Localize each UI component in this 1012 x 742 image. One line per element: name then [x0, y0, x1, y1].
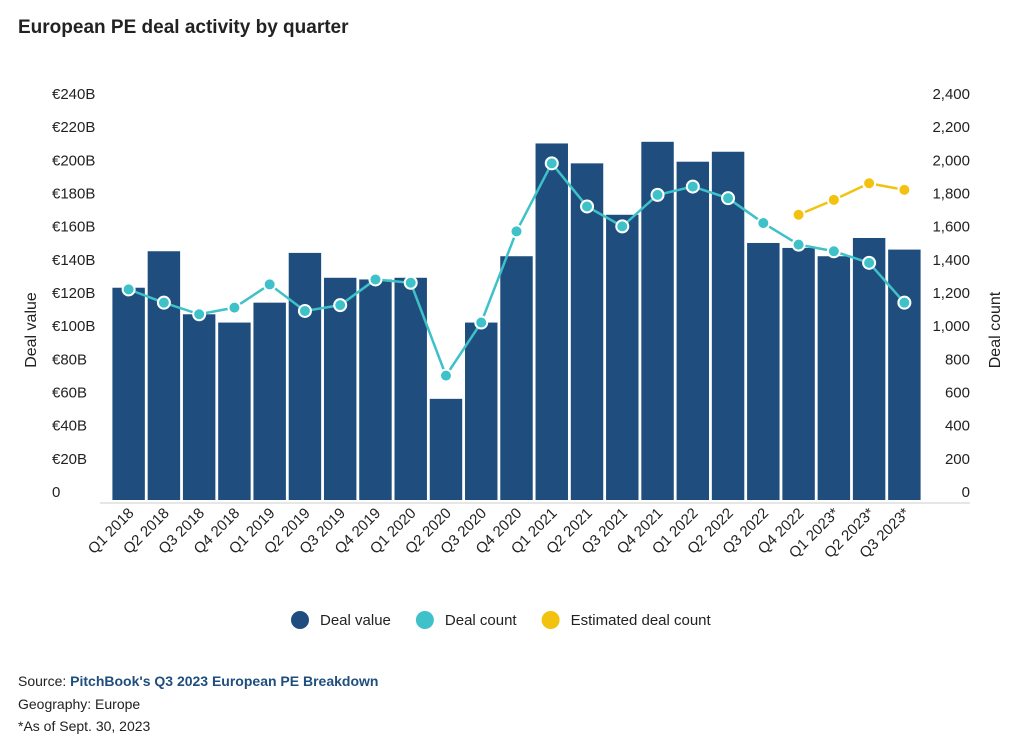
- point: [685, 179, 700, 194]
- point: [262, 277, 277, 292]
- source: Source: PitchBook's Q3 2023 European PE …: [18, 673, 378, 689]
- point: [403, 275, 418, 290]
- point: [791, 237, 806, 252]
- point: [474, 315, 489, 330]
- legend-swatch: [291, 611, 309, 629]
- y2-tick-label: 1,600: [932, 219, 970, 236]
- bar: [606, 214, 639, 500]
- point: [897, 295, 912, 310]
- point: [544, 156, 559, 171]
- point: [826, 192, 841, 207]
- y-tick-label: €240B: [52, 86, 95, 103]
- point: [791, 207, 806, 222]
- bar: [359, 279, 392, 500]
- bar: [112, 287, 145, 500]
- point: [368, 272, 383, 287]
- chart: European PE deal activity by quarter Dea…: [18, 17, 1004, 629]
- point: [192, 307, 207, 322]
- y-tick-label: €220B: [52, 119, 95, 136]
- bar: [429, 398, 463, 500]
- point: [156, 295, 171, 310]
- y-tick-label: €80B: [52, 351, 87, 368]
- bar: [852, 237, 886, 500]
- bar: [182, 314, 216, 500]
- y-tick-label: €20B: [52, 451, 87, 468]
- legend-label: Deal value: [320, 612, 391, 629]
- bar: [394, 277, 427, 500]
- y-axis-label: Deal value: [23, 292, 40, 368]
- y2-tick-label: 400: [945, 418, 970, 435]
- y-tick-label: €180B: [52, 186, 95, 203]
- point: [509, 224, 524, 239]
- y2-tick-label: 2,000: [932, 152, 970, 169]
- y-tick-label: €40B: [52, 418, 87, 435]
- bar: [711, 151, 745, 500]
- point: [615, 219, 630, 234]
- bar: [323, 277, 357, 500]
- point: [580, 199, 595, 214]
- bar: [817, 256, 851, 500]
- bar: [747, 242, 780, 501]
- legend-swatch: [415, 611, 434, 629]
- point: [333, 298, 348, 313]
- point: [227, 300, 242, 315]
- y2-tick-label: 2,400: [932, 86, 970, 103]
- bar: [253, 302, 286, 500]
- source-label: Source:: [18, 673, 67, 689]
- chart-title: European PE deal activity by quarter: [18, 17, 349, 38]
- point: [297, 303, 312, 318]
- bar: [570, 163, 604, 500]
- y2-tick-label: 1,000: [932, 318, 970, 335]
- line: [798, 181, 905, 216]
- bar: [500, 256, 533, 500]
- y-tick-label: €200B: [52, 152, 95, 169]
- bar: [465, 322, 498, 500]
- y2-axis-label: Deal count: [987, 291, 1004, 368]
- legend-label: Estimated deal count: [571, 612, 712, 629]
- y-tick-label: 0: [52, 484, 60, 501]
- y-tick-label: €100B: [52, 318, 95, 335]
- legend-swatch: [541, 611, 560, 629]
- y2-tick-label: 200: [945, 451, 970, 468]
- y2-tick-label: 1,400: [932, 252, 970, 269]
- point: [862, 176, 877, 191]
- point: [756, 216, 771, 231]
- y-tick-label: €60B: [52, 385, 87, 402]
- geography: Geography: Europe: [18, 696, 141, 712]
- y2-tick-label: 800: [945, 351, 970, 368]
- point: [897, 182, 912, 197]
- note: *As of Sept. 30, 2023: [18, 718, 151, 734]
- point: [721, 191, 736, 206]
- point: [121, 282, 136, 297]
- y-tick-label: €120B: [52, 285, 95, 302]
- y2-tick-label: 0: [962, 484, 970, 501]
- point: [862, 255, 877, 270]
- source-link[interactable]: PitchBook's Q3 2023 European PE Breakdow…: [70, 673, 379, 689]
- bar: [218, 322, 251, 500]
- y2-tick-label: 1,200: [932, 285, 970, 302]
- bar: [147, 251, 181, 500]
- legend-label: Deal count: [445, 612, 518, 629]
- point: [438, 368, 453, 383]
- point: [650, 187, 665, 202]
- bar: [676, 161, 710, 500]
- bar: [535, 143, 568, 501]
- y2-tick-label: 2,200: [932, 119, 970, 136]
- bar: [888, 249, 921, 500]
- bar: [782, 247, 815, 500]
- y-tick-label: €140B: [52, 252, 95, 269]
- point: [826, 244, 841, 259]
- y2-tick-label: 1,800: [932, 186, 970, 203]
- bar: [288, 252, 322, 500]
- y2-tick-label: 600: [945, 385, 970, 402]
- y-tick-label: €160B: [52, 219, 95, 236]
